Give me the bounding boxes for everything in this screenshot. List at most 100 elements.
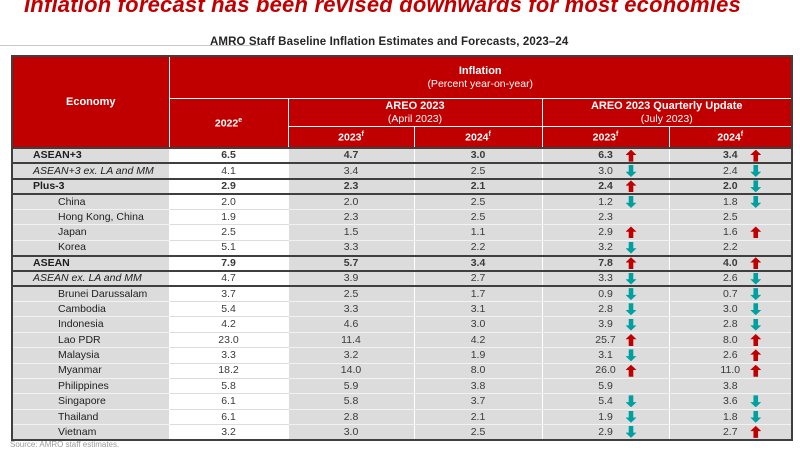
value-label: 2.4 (722, 164, 738, 177)
header-areo-qu-subtitle: (July 2023) (640, 112, 693, 125)
value-2022-cell: 5.8 (169, 378, 289, 395)
areo-2024f-cell: 2.1 (414, 177, 543, 196)
update-2024f-cell: 2.6 (669, 347, 793, 364)
up-arrow-icon (750, 364, 762, 377)
down-arrow-icon (625, 410, 637, 423)
areo-2023f-cell: 3.9 (288, 270, 415, 288)
economy-cell: Singapore (12, 393, 170, 410)
value-label: 3.4 (722, 149, 738, 162)
table-row: ASEAN+3 ex. LA and MM 4.1 3.4 2.5 3.0 2.4 (12, 163, 793, 180)
value-label: 7.8 (598, 256, 613, 269)
update-2024f-cell: 4.0 (669, 254, 793, 272)
header-2022-sup: e (238, 116, 243, 124)
areo-2024f-cell: 2.7 (414, 270, 543, 288)
areo-2024f-cell: 2.2 (414, 240, 543, 257)
areo-2023f-cell: 4.6 (288, 316, 415, 333)
economy-cell: ASEAN+3 (12, 146, 170, 165)
value-2022-cell: 3.2 (169, 424, 289, 441)
update-2023f-cell: 2.3 (542, 209, 670, 226)
value-label: 1.8 (722, 410, 738, 423)
areo-2024f-cell: 3.1 (414, 301, 543, 318)
header-areo-title: AREO 2023 (385, 99, 445, 112)
table-row: Plus-3 2.9 2.3 2.1 2.4 2.0 (12, 177, 793, 196)
value-label: 4.0 (722, 256, 738, 269)
table-row: Malaysia 3.3 3.2 1.9 3.1 2.6 (12, 347, 793, 364)
areo-2024f-cell: 2.5 (414, 194, 543, 210)
header-inflation-subtitle: (Percent year-on-year) (427, 77, 534, 90)
table-row: ASEAN ex. LA and MM 4.7 3.9 2.7 3.3 2.6 (12, 270, 793, 288)
up-arrow-icon (750, 349, 762, 362)
update-2024f-cell: 11.0 (669, 363, 793, 379)
value-label: 3.1 (598, 349, 613, 362)
value-2022-cell: 2.9 (169, 177, 289, 196)
source-note: Source: AMRO staff estimates. (10, 440, 120, 449)
up-arrow-icon (750, 257, 762, 269)
value-label: 3.3 (598, 272, 613, 285)
update-2023f-cell: 3.2 (542, 240, 670, 257)
economy-cell: China (12, 194, 170, 210)
up-arrow-icon (750, 425, 762, 438)
year-label: 2023 (338, 131, 362, 143)
table-row: Indonesia 4.2 4.6 3.0 3.9 2.8 (12, 316, 793, 333)
table-body: ASEAN+3 6.5 4.7 3.0 6.3 3.4 ASEAN+3 ex. LA and… (12, 146, 793, 441)
update-2024f-cell: 3.6 (669, 393, 793, 410)
header-2022-label: 2022 (214, 117, 239, 129)
areo-2023f-cell: 5.9 (288, 378, 415, 395)
update-2023f-cell: 3.0 (542, 163, 670, 180)
table-row: Myanmar 18.2 14.0 8.0 26.0 11.0 (12, 363, 793, 379)
value-2022-cell: 2.0 (169, 194, 289, 210)
down-arrow-icon (625, 272, 637, 285)
areo-2024f-cell: 3.4 (414, 254, 543, 272)
inflation-table: Economy Inflation (Percent year-on-year)… (11, 55, 794, 441)
down-arrow-icon (750, 196, 762, 208)
down-arrow-icon (750, 165, 762, 177)
year-sup: f (616, 130, 619, 138)
value-label: 6.3 (598, 149, 613, 162)
header-areo-qu-title: AREO 2023 Quarterly Update (590, 99, 743, 112)
table-header: Economy Inflation (Percent year-on-year)… (11, 55, 793, 149)
value-label: 3.6 (722, 395, 738, 408)
header-inflation: Inflation (Percent year-on-year) (168, 55, 793, 99)
economy-cell: Korea (12, 240, 170, 257)
table-row: Brunei Darussalam 3.7 2.5 1.7 0.9 0.7 (12, 286, 793, 303)
value-label: 3.8 (722, 379, 738, 392)
update-2023f-cell: 1.2 (542, 194, 670, 210)
down-arrow-icon (750, 318, 762, 331)
economy-cell: ASEAN+3 ex. LA and MM (12, 163, 170, 180)
table-row: Lao PDR 23.0 11.4 4.2 25.7 8.0 (12, 332, 793, 349)
value-2022-cell: 6.5 (169, 146, 289, 165)
update-2023f-cell: 3.1 (542, 347, 670, 364)
header-areo-quarterly-update: AREO 2023 Quarterly Update (July 2023) (541, 97, 793, 127)
areo-2024f-cell: 2.1 (414, 409, 543, 425)
up-arrow-icon (625, 226, 637, 239)
value-2022-cell: 5.4 (169, 301, 289, 318)
up-arrow-icon (625, 364, 637, 377)
update-2023f-cell: 5.9 (542, 378, 670, 395)
header-apr-2023f: 2023f (287, 125, 415, 149)
up-arrow-icon (625, 150, 637, 162)
areo-2023f-cell: 5.7 (288, 254, 415, 272)
areo-2024f-cell: 1.1 (414, 224, 543, 241)
value-label: 2.9 (598, 425, 613, 438)
up-arrow-icon (750, 150, 762, 162)
value-label: 2.8 (598, 303, 613, 316)
update-2024f-cell: 2.6 (669, 270, 793, 288)
economy-cell: Malaysia (12, 347, 170, 364)
down-arrow-icon (750, 395, 762, 408)
year-sup: f (488, 130, 491, 138)
value-label: 26.0 (595, 364, 616, 377)
down-arrow-icon (750, 180, 762, 193)
header-apr-2024f: 2024f (413, 125, 543, 149)
value-2022-cell: 3.7 (169, 286, 289, 303)
header-2022: 2022e (168, 97, 289, 149)
update-2023f-cell: 6.3 (542, 146, 670, 165)
down-arrow-icon (625, 288, 637, 301)
value-label: 2.8 (722, 318, 738, 331)
update-2024f-cell: 1.8 (669, 409, 793, 425)
areo-2023f-cell: 3.0 (288, 424, 415, 441)
update-2024f-cell: 0.7 (669, 286, 793, 303)
areo-2023f-cell: 2.0 (288, 194, 415, 210)
value-2022-cell: 23.0 (169, 332, 289, 349)
up-arrow-icon (625, 333, 637, 346)
